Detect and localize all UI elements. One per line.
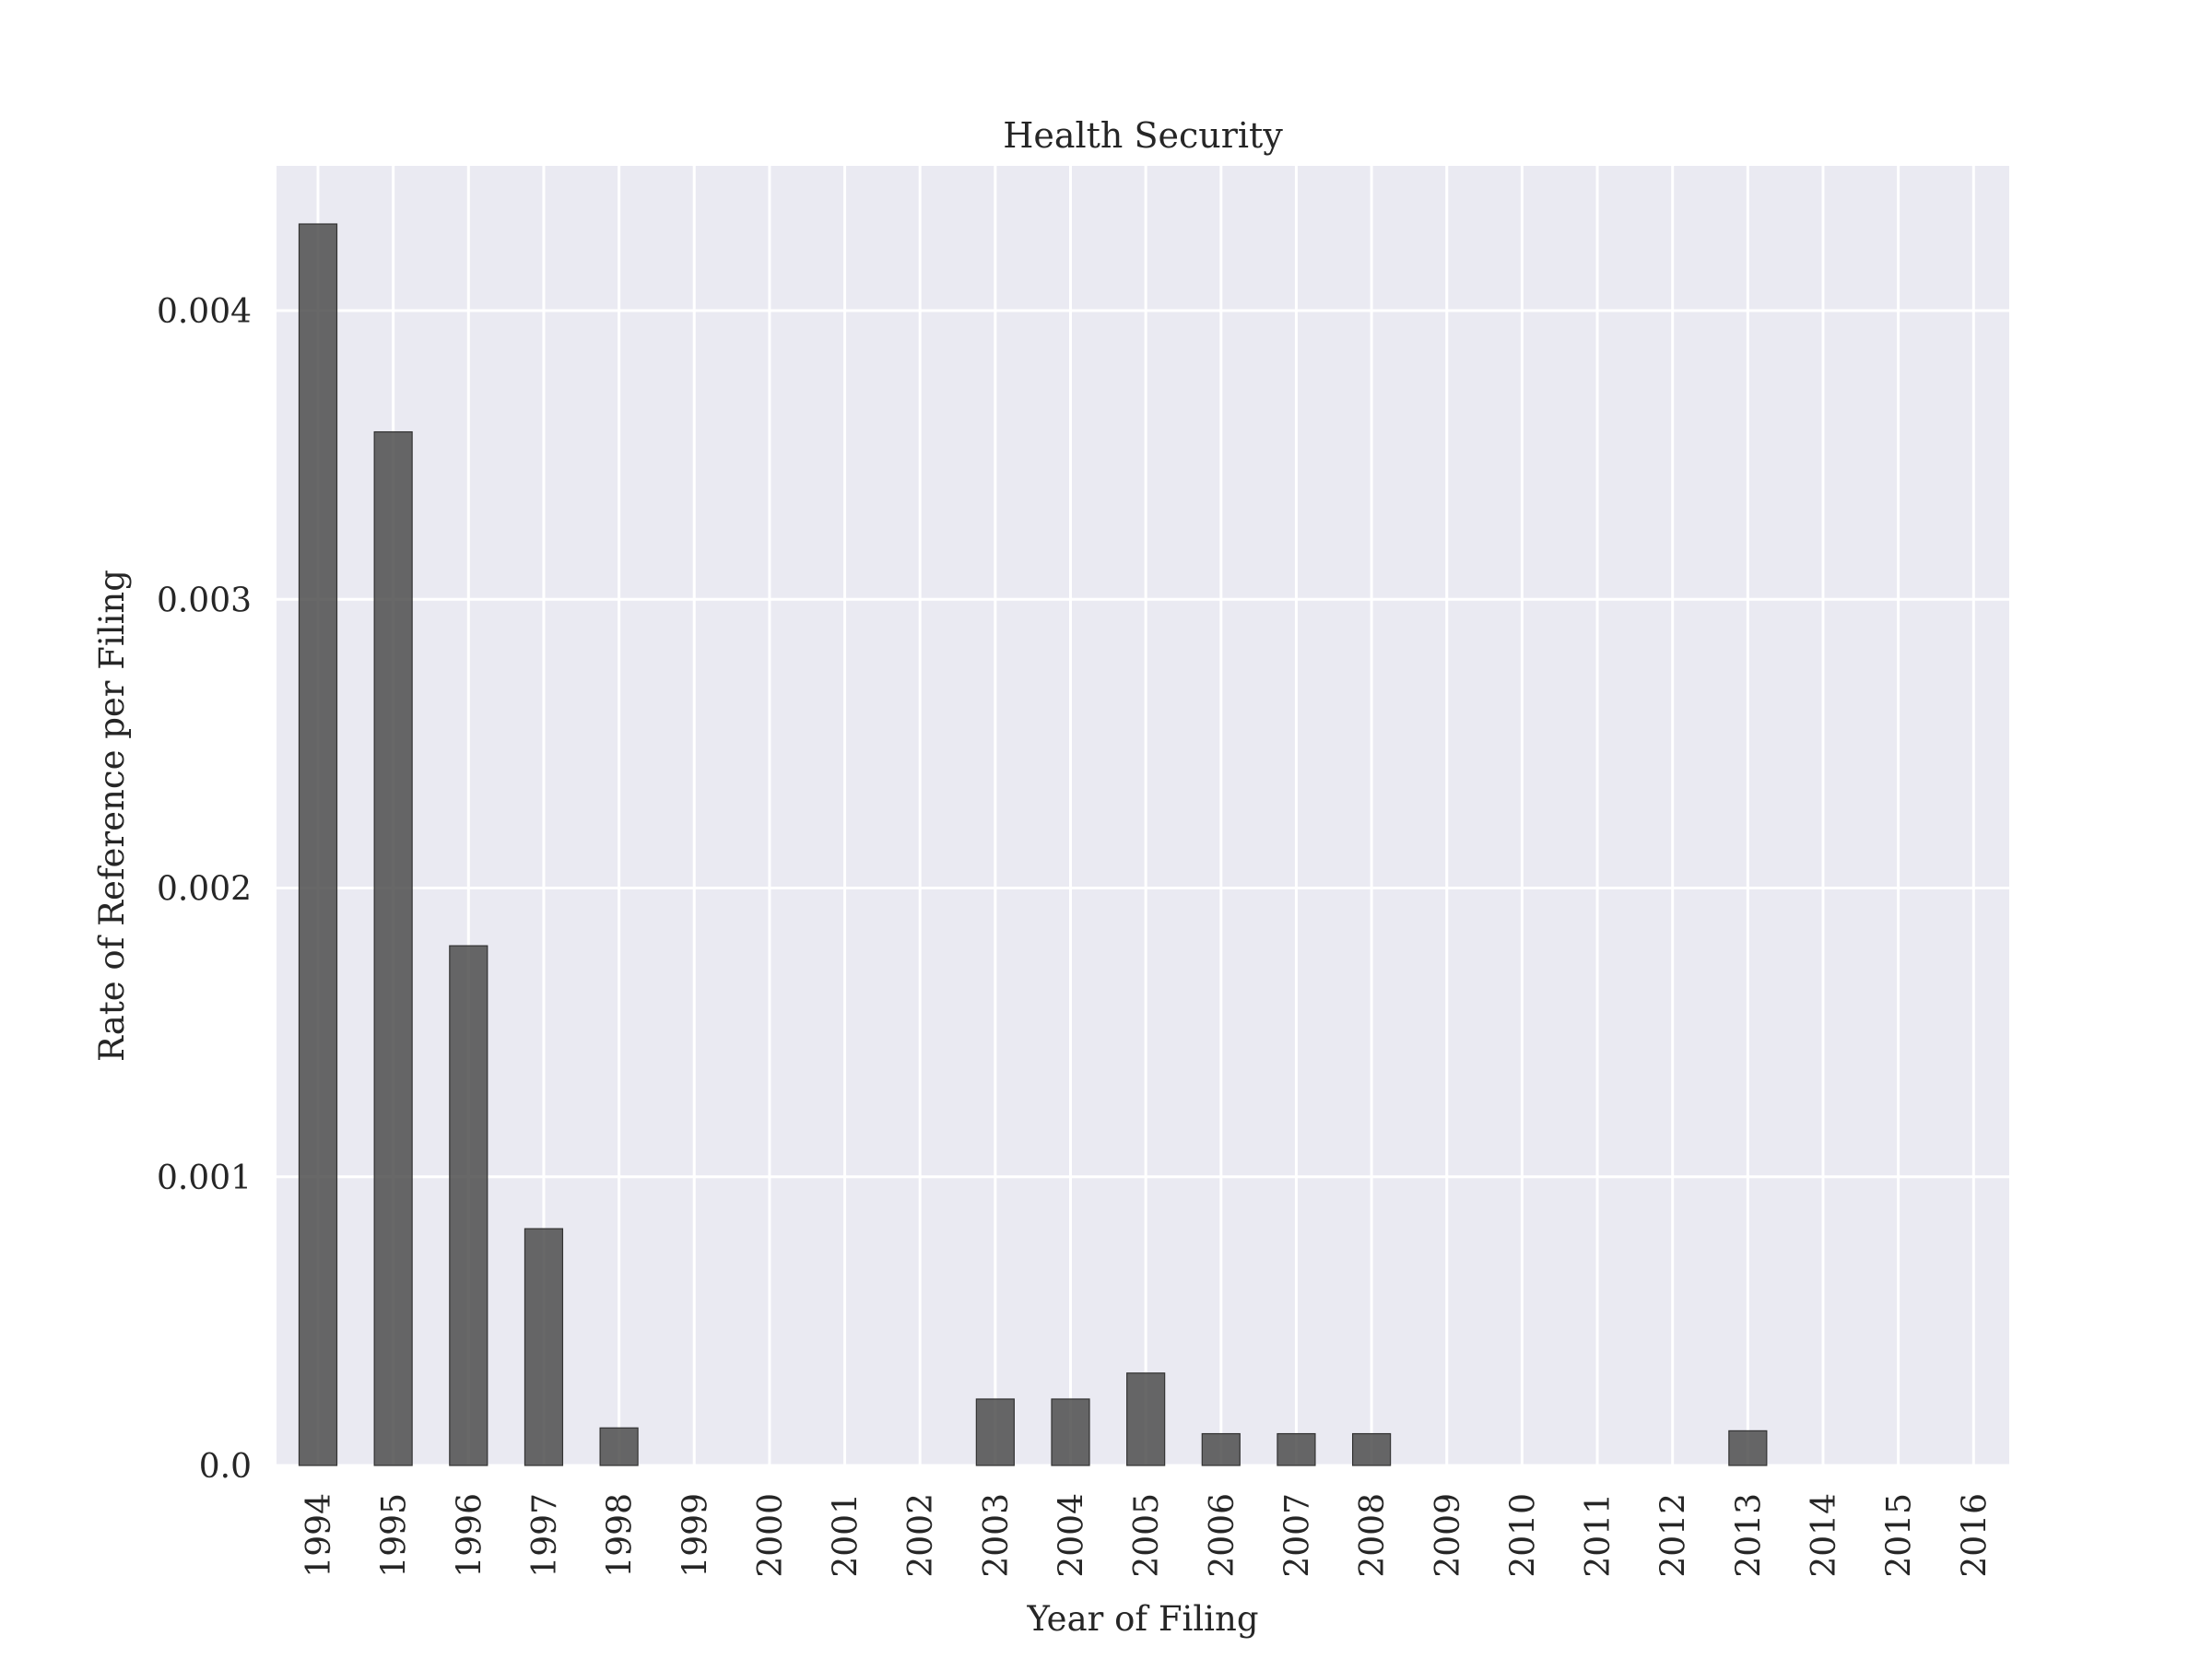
x-tick-label: 2001 xyxy=(828,1493,865,1578)
bar-1994 xyxy=(298,223,338,1466)
bar-2008 xyxy=(1351,1432,1392,1466)
y-tick-label: 0.002 xyxy=(157,871,252,909)
bar-2007 xyxy=(1277,1432,1316,1466)
x-tick-label: 1995 xyxy=(376,1493,414,1578)
x-tick-label: 2012 xyxy=(1655,1493,1693,1578)
bar-2006 xyxy=(1201,1432,1241,1466)
plot-area xyxy=(276,166,2009,1465)
bar-1998 xyxy=(599,1427,639,1466)
x-tick-label: 2002 xyxy=(902,1493,940,1578)
x-axis-label: Year of Filing xyxy=(1026,1599,1258,1639)
x-tick-label: 2015 xyxy=(1881,1493,1919,1578)
bar-2004 xyxy=(1051,1398,1090,1466)
x-tick-label: 2003 xyxy=(978,1493,1016,1578)
x-tick-label: 2010 xyxy=(1504,1493,1542,1578)
x-tick-label: 1994 xyxy=(300,1493,338,1578)
x-tick-label: 1996 xyxy=(451,1493,488,1578)
y-tick-label: 0.001 xyxy=(157,1159,252,1197)
y-tick-label: 0.004 xyxy=(157,293,252,331)
x-tick-label: 2000 xyxy=(752,1493,790,1578)
x-tick-label: 2013 xyxy=(1730,1493,1768,1578)
x-tick-label: 2005 xyxy=(1128,1493,1166,1578)
y-axis-label: Rate of Reference per Filing xyxy=(92,570,132,1062)
x-tick-label: 2006 xyxy=(1204,1493,1241,1578)
y-tick-label: 0.0 xyxy=(199,1448,252,1486)
bar-2013 xyxy=(1728,1430,1768,1466)
bar-2003 xyxy=(975,1398,1015,1466)
bar-1997 xyxy=(524,1228,564,1466)
x-tick-label: 2011 xyxy=(1580,1493,1618,1578)
x-tick-label: 2004 xyxy=(1053,1493,1091,1578)
x-tick-label: 2014 xyxy=(1806,1493,1843,1578)
chart-title: Health Security xyxy=(1003,115,1283,156)
bars xyxy=(298,223,1768,1466)
x-tick-label: 1998 xyxy=(602,1493,640,1578)
grid xyxy=(276,166,2009,1467)
x-tick-label: 2007 xyxy=(1278,1493,1316,1578)
bar-2005 xyxy=(1126,1372,1166,1466)
x-tick-label: 2016 xyxy=(1956,1493,1994,1578)
x-tick-label: 1999 xyxy=(677,1493,714,1578)
x-tick-labels: 1994 1995 1996 1997 1998 1999 2000 2001 2002 2003… xyxy=(300,1493,1994,1578)
x-tick-label: 2009 xyxy=(1430,1493,1467,1578)
y-tick-labels: 0.0 0.001 0.002 0.003 0.004 xyxy=(157,293,252,1486)
bar-1995 xyxy=(373,430,413,1466)
x-tick-label: 1997 xyxy=(526,1493,564,1578)
y-tick-label: 0.003 xyxy=(157,582,252,619)
x-tick-label: 2008 xyxy=(1354,1493,1392,1578)
bar-1996 xyxy=(449,945,488,1466)
